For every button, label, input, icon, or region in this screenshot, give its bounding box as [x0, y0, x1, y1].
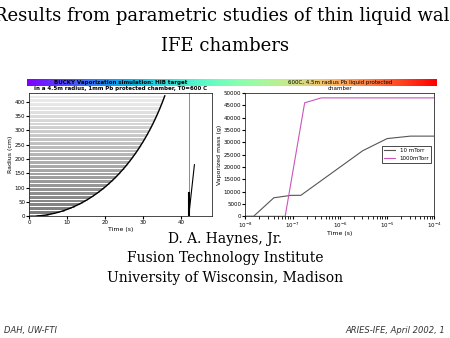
Title: BUCKY Vaporization simulation: HIB target
in a 4.5m radius, 1mm Pb protected cha: BUCKY Vaporization simulation: HIB targe… [34, 80, 207, 91]
1000mTorr [390, 96, 396, 100]
10 mTorr [372, 143, 378, 147]
Line: 10 mTorr: 10 mTorr [245, 136, 434, 216]
10 mTorr [243, 214, 248, 218]
10 mTorr [432, 134, 437, 138]
10 mTorr [390, 136, 396, 140]
Text: DAH, UW-FTI: DAH, UW-FTI [4, 325, 58, 335]
10 mTorr [393, 136, 399, 140]
10 mTorr [262, 204, 267, 208]
Line: 1000mTorr: 1000mTorr [245, 98, 434, 216]
10 mTorr [326, 173, 331, 177]
Title: 600C, 4.5m radius Pb liquid protected
chamber: 600C, 4.5m radius Pb liquid protected ch… [288, 80, 392, 91]
Y-axis label: Radius (cm): Radius (cm) [8, 136, 13, 173]
Text: IFE chambers: IFE chambers [161, 37, 289, 55]
Text: D. A. Haynes, Jr.
Fusion Technology Institute
University of Wisconsin, Madison: D. A. Haynes, Jr. Fusion Technology Inst… [107, 232, 343, 285]
Text: Results from parametric studies of thin liquid wall: Results from parametric studies of thin … [0, 7, 450, 25]
10 mTorr [407, 134, 412, 138]
1000mTorr [262, 214, 267, 218]
10 mTorr [319, 178, 324, 182]
1000mTorr [326, 96, 331, 100]
1000mTorr [432, 96, 437, 100]
X-axis label: Time (s): Time (s) [108, 227, 133, 232]
X-axis label: Time (s): Time (s) [327, 231, 352, 236]
1000mTorr [393, 96, 399, 100]
Legend: 10 mTorr, 1000mTorr: 10 mTorr, 1000mTorr [382, 146, 432, 163]
Y-axis label: Vaporized mass (g): Vaporized mass (g) [217, 124, 222, 185]
1000mTorr [243, 214, 248, 218]
1000mTorr [319, 96, 324, 100]
Text: ARIES-IFE, April 2002, 1: ARIES-IFE, April 2002, 1 [346, 325, 446, 335]
1000mTorr [319, 96, 324, 100]
1000mTorr [373, 96, 378, 100]
